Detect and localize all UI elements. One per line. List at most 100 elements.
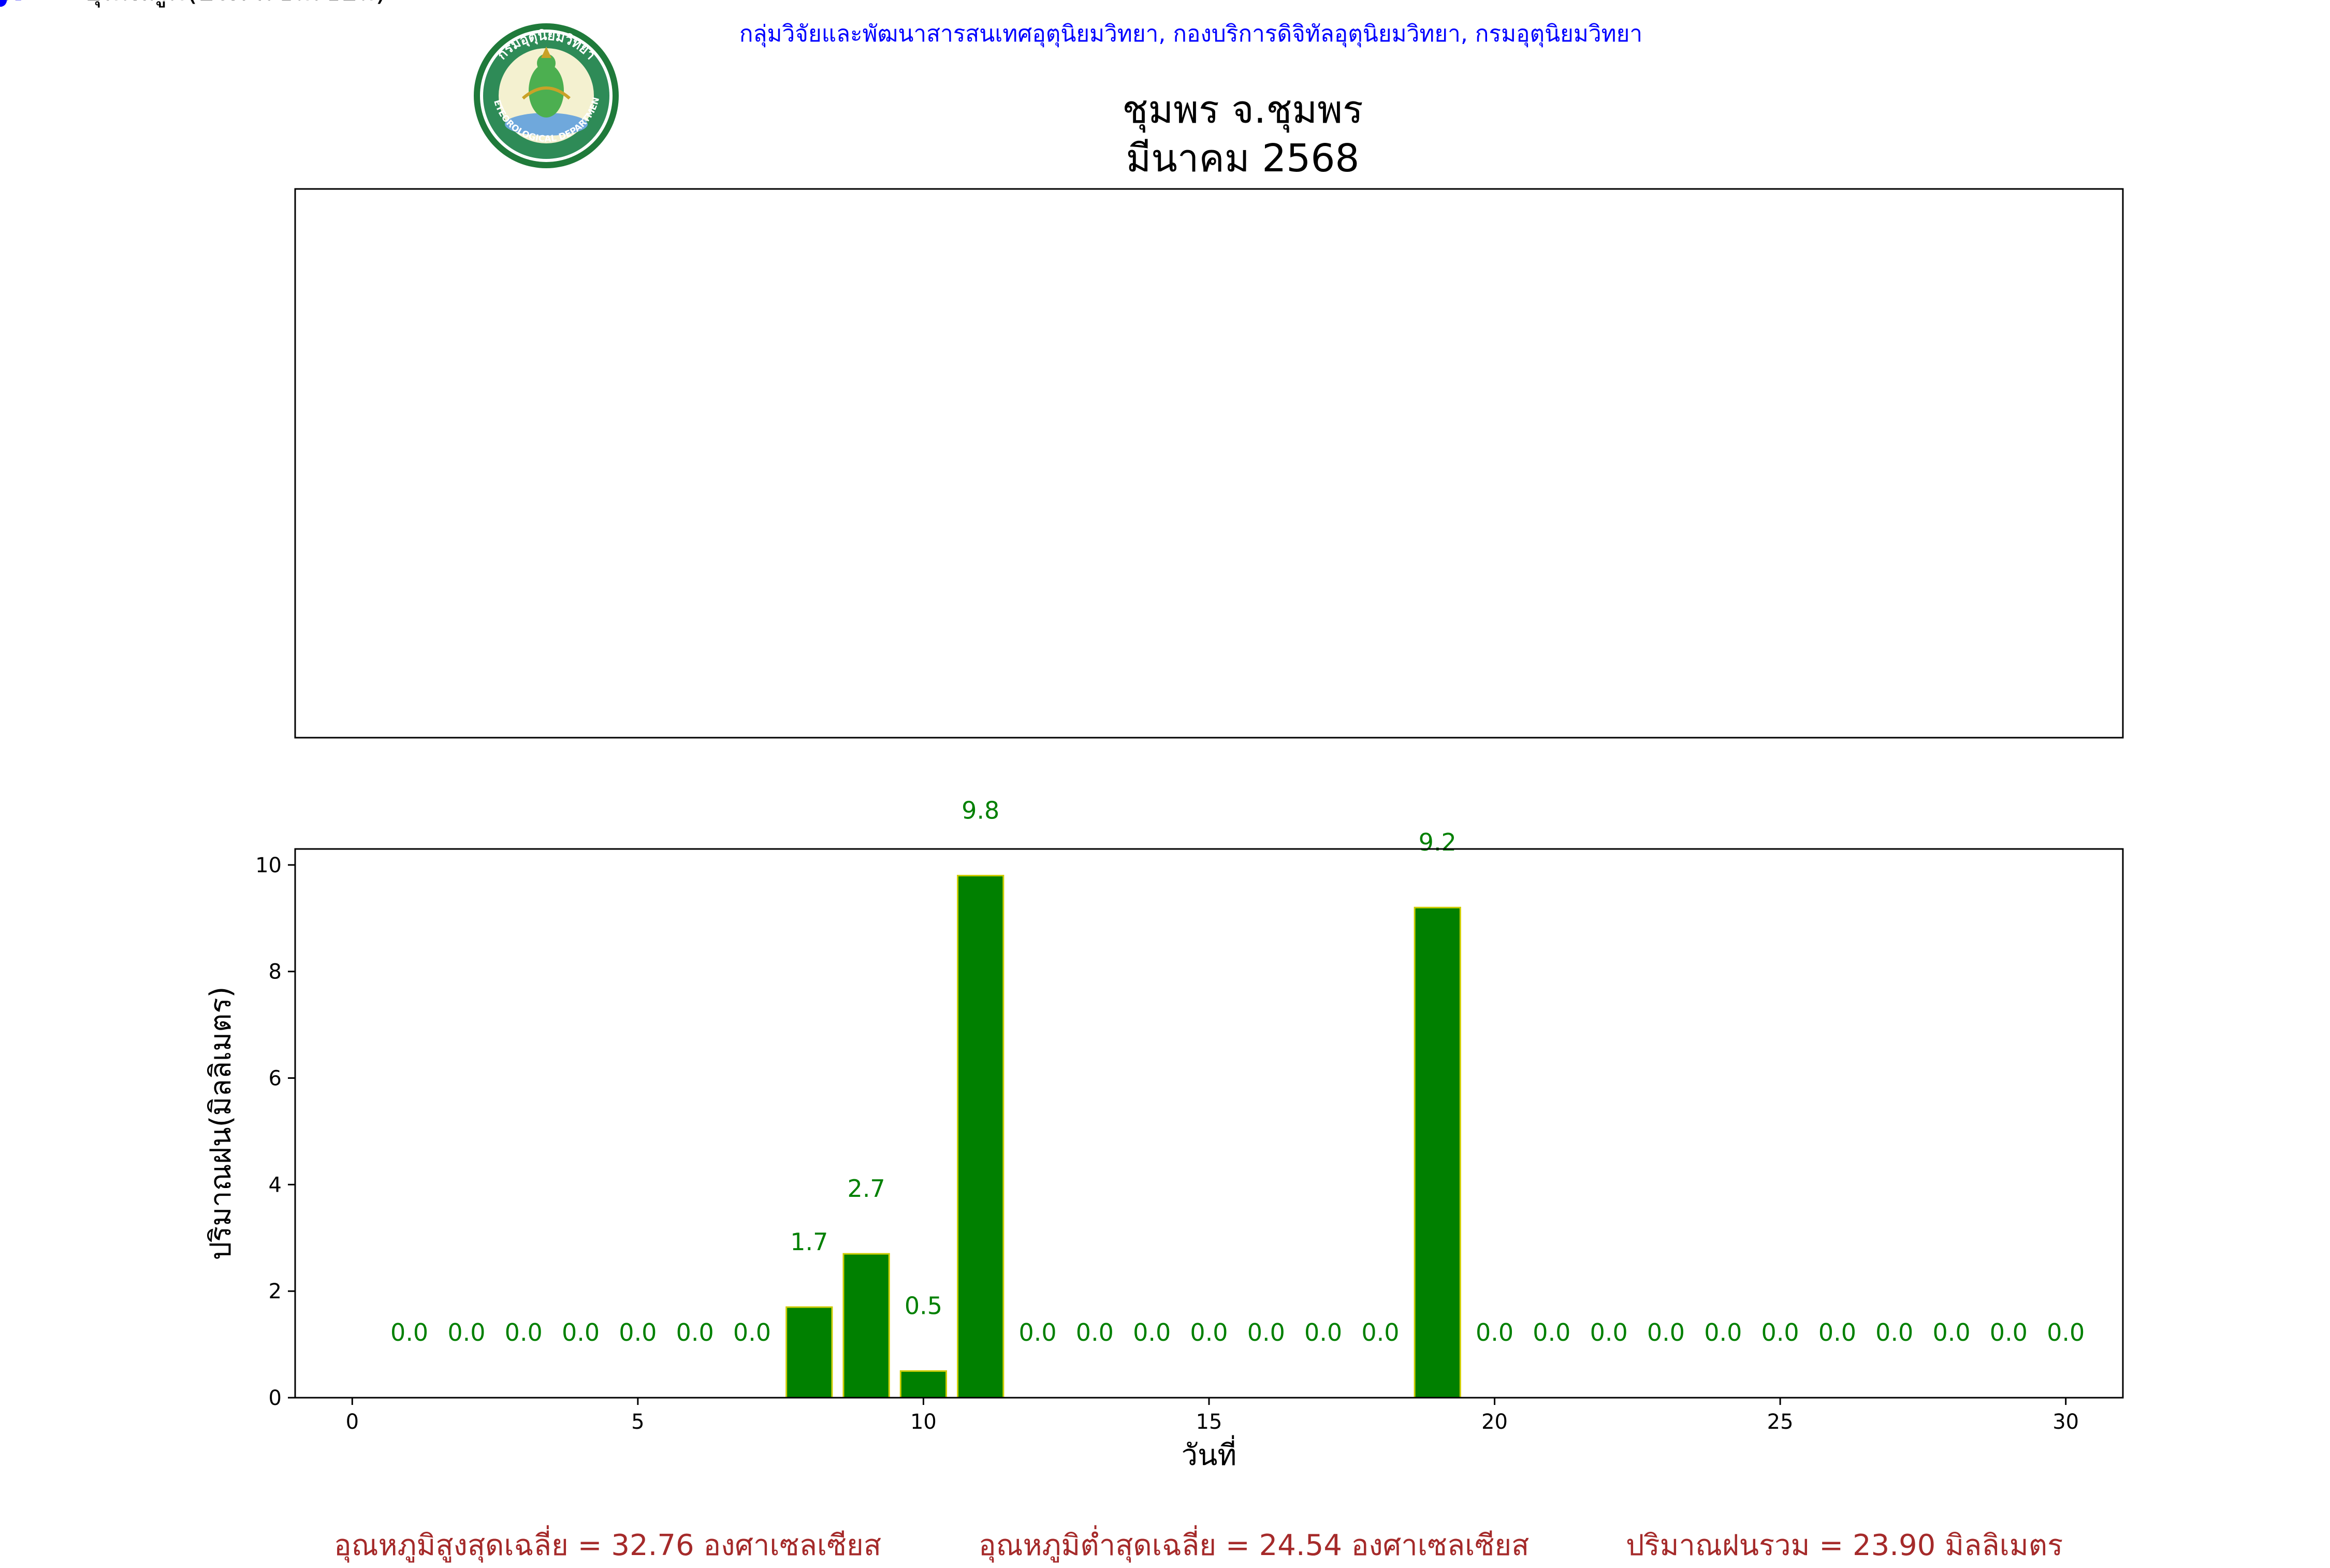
rain-value-label: 9.2 [1419, 828, 1457, 856]
rain-value-label: 0.0 [390, 1318, 428, 1346]
max-temp-value-label: 33.0 [0, 0, 26, 6]
max-temp-value-label: 32.9 [0, 0, 26, 6]
rain-y-tick-label: 10 [255, 854, 282, 877]
rain-value-label: 0.0 [1704, 1318, 1742, 1346]
title-station: ชุมพร จ.ชุมพร [1122, 87, 1363, 132]
rain-value-label: 0.0 [1990, 1318, 2028, 1346]
temp-x-tick-label: 30 [0, 0, 13, 5]
min-temp-value-label: 24.0 [0, 0, 26, 6]
rain-value-label: 0.0 [1304, 1318, 1342, 1346]
rain-x-tick-label: 20 [1481, 1410, 1508, 1434]
rain-bar [899, 1370, 948, 1399]
min-temp-value-label: 25.0 [0, 0, 26, 6]
total-rain-text: ปริมาณฝนรวม = 23.90 มิลลิเมตร [1626, 1529, 2063, 1562]
min-temp-value-label: 24.7 [0, 0, 26, 6]
rain-value-label: 2.7 [848, 1175, 885, 1203]
max-temp-value-label: 32.0 [0, 0, 26, 6]
rain-y-tick-label: 6 [269, 1067, 282, 1091]
rain-plot-frame [294, 848, 2124, 1399]
min-temp-value-label: 24.8 [0, 0, 26, 6]
rain-bar [842, 1253, 890, 1399]
organization-line: กลุ่มวิจัยและพัฒนาสารสนเทศอุตุนิยมวิทยา,… [739, 21, 1643, 47]
rain-value-label: 0.0 [447, 1318, 485, 1346]
min-temp-value-label: 23.6 [0, 0, 26, 6]
rain-value-label: 0.0 [1076, 1318, 1114, 1346]
min-temp-value-label: 25.4 [0, 0, 26, 6]
rain-value-label: 0.0 [1761, 1318, 1799, 1346]
max-temp-value-label: 32.7 [0, 0, 26, 6]
max-temp-value-label: 35.6 [0, 0, 26, 6]
rain-bar [957, 874, 1004, 1399]
max-temp-value-label: 32.5 [0, 0, 26, 6]
max-temp-value-label: 32.8 [0, 0, 26, 6]
chart-title: ชุมพร จ.ชุมพร มีนาคม 2568 [854, 85, 1631, 183]
rain-x-axis-label: วันที่ [1182, 1435, 1237, 1472]
min-temp-value-label: 22.9 [0, 0, 26, 6]
max-temp-value-label: 31.8 [0, 0, 26, 6]
rain-value-label: 9.8 [962, 796, 999, 824]
max-temp-value-label: 34.9 [0, 0, 26, 6]
temp-y-axis-label: อุณหภูมิ(องศาเซลเซียส) [84, 0, 387, 8]
max-temp-value-label: 32.0 [0, 0, 26, 6]
min-temp-value-label: 22.8 [0, 0, 26, 6]
rain-value-label: 0.0 [1818, 1318, 1856, 1346]
min-temp-value-label: 24.4 [0, 0, 26, 6]
min-temp-value-label: 23.3 [0, 0, 26, 6]
rain-value-label: 0.0 [562, 1318, 600, 1346]
rain-value-label: 0.0 [619, 1318, 657, 1346]
rain-value-label: 0.0 [1647, 1318, 1685, 1346]
rain-value-label: 0.0 [2047, 1318, 2085, 1346]
max-temp-value-label: 36.1 [0, 0, 26, 6]
max-temp-value-label: 35.3 [0, 0, 26, 6]
temp-x-tick-label: 10 [0, 0, 13, 5]
temp-x-tick-label: 15 [0, 0, 13, 5]
min-temp-value-label: 27.6 [0, 0, 26, 6]
rain-x-tick-label: 0 [346, 1410, 359, 1434]
rain-bar [1414, 906, 1461, 1399]
min-temp-value-label: 25.8 [0, 0, 26, 6]
rain-y-axis-label: ปริมาณฝน(มิลลิเมตร) [204, 987, 238, 1261]
title-month: มีนาคม 2568 [1126, 136, 1360, 181]
min-temp-value-label: 24.4 [0, 0, 26, 6]
min-temp-value-label: 25.6 [0, 0, 26, 6]
rain-value-label: 1.7 [790, 1228, 828, 1256]
rain-value-label: 0.0 [1018, 1318, 1056, 1346]
min-temp-value-label: 25.1 [0, 0, 26, 6]
avg-min-temp-text: อุณหภูมิต่ำสุดเฉลี่ย = 24.54 องศาเซลเซีย… [979, 1529, 1530, 1562]
max-temp-value-label: 31.2 [0, 0, 26, 6]
min-temp-value-label: 24.9 [0, 0, 26, 6]
min-temp-value-label: 25.0 [0, 0, 26, 6]
max-temp-value-label: 32.7 [0, 0, 26, 6]
rain-value-label: 0.0 [1590, 1318, 1628, 1346]
min-temp-value-label: 24.4 [0, 0, 26, 6]
rain-value-label: 0.0 [505, 1318, 543, 1346]
rain-y-tick-label: 2 [269, 1280, 282, 1303]
min-temp-point [0, 0, 7, 7]
min-temp-value-label: 26.1 [0, 0, 26, 6]
temp-x-tick-label: 25 [0, 0, 13, 5]
min-temp-value-label: 24.5 [0, 0, 26, 6]
rain-value-label: 0.0 [1476, 1318, 1513, 1346]
max-temp-value-label: 29.6 [0, 0, 26, 6]
rain-x-tick-label: 5 [631, 1410, 644, 1434]
min-temp-value-label: 23.5 [0, 0, 26, 6]
rain-value-label: 0.0 [1932, 1318, 1970, 1346]
max-temp-value-label: 33.8 [0, 0, 26, 6]
max-temp-value-label: 33.5 [0, 0, 26, 6]
temp-plot-frame [294, 188, 2124, 739]
max-temp-value-label: 32.5 [0, 0, 26, 6]
max-temp-value-label: 32.5 [0, 0, 26, 6]
min-temp-value-label: 24.4 [0, 0, 26, 6]
max-temp-value-label: 32.7 [0, 0, 26, 6]
min-temp-value-label: 24.4 [0, 0, 26, 6]
rain-y-tick-label: 8 [269, 960, 282, 984]
min-temp-value-label: 23.8 [0, 0, 26, 6]
max-temp-value-label: 33.1 [0, 0, 26, 6]
rain-value-label: 0.0 [1190, 1318, 1228, 1346]
rain-value-label: 0.0 [733, 1318, 771, 1346]
max-temp-value-label: 33.0 [0, 0, 26, 6]
max-temp-value-label: 34.0 [0, 0, 26, 6]
min-temp-value-label: 24.6 [0, 0, 26, 6]
max-temp-value-label: 33.0 [0, 0, 26, 6]
rain-x-tick-label: 25 [1767, 1410, 1794, 1434]
